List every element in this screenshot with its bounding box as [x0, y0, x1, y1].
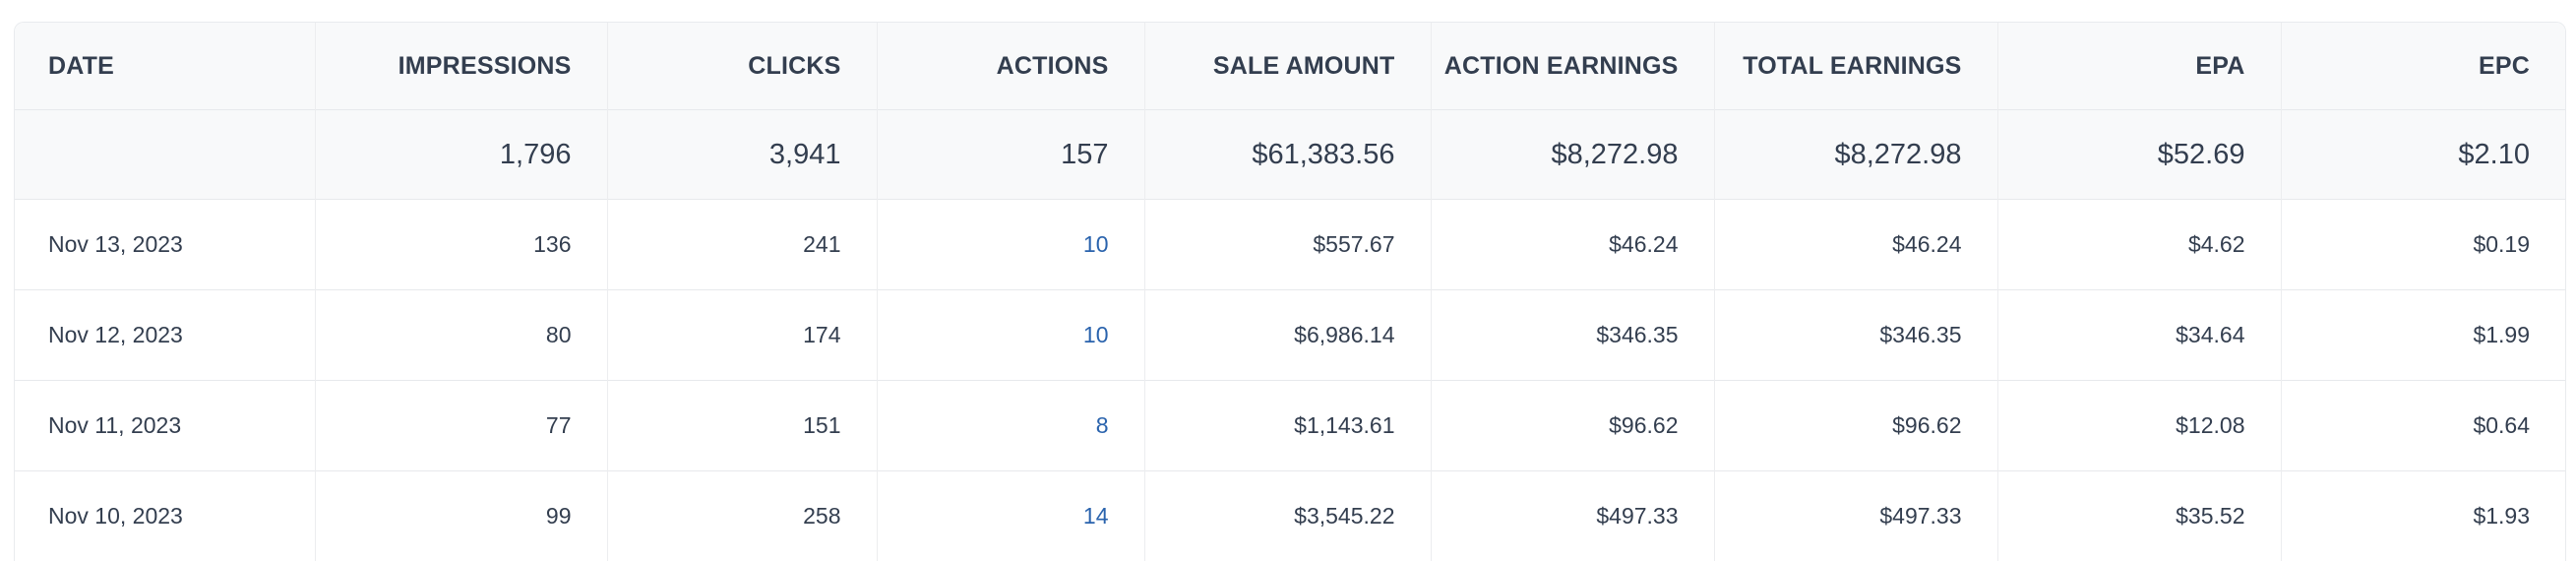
- clicks-cell: 258: [607, 471, 877, 561]
- epa-cell: $34.64: [1997, 290, 2281, 381]
- epc-cell: $1.93: [2281, 471, 2565, 561]
- totals-epc-cell: $2.10: [2281, 110, 2565, 200]
- date-cell: Nov 12, 2023: [15, 290, 315, 381]
- column-header-actions: ACTIONS: [877, 23, 1144, 110]
- totals-clicks-cell: 3,941: [607, 110, 877, 200]
- totals-epa-cell: $52.69: [1997, 110, 2281, 200]
- sale-amount-cell: $6,986.14: [1144, 290, 1431, 381]
- epc-cell: $1.99: [2281, 290, 2565, 381]
- totals-sale-amount-cell: $61,383.56: [1144, 110, 1431, 200]
- total-earnings-cell: $96.62: [1714, 381, 1997, 471]
- table-row: Nov 12, 2023 80 174 10 $6,986.14 $346.35…: [15, 290, 2565, 381]
- total-earnings-cell: $346.35: [1714, 290, 1997, 381]
- impressions-cell: 99: [315, 471, 607, 561]
- column-header-sale-amount: SALE AMOUNT: [1144, 23, 1431, 110]
- table-row: Nov 10, 2023 99 258 14 $3,545.22 $497.33…: [15, 471, 2565, 561]
- actions-cell: 8: [877, 381, 1144, 471]
- totals-total-earnings-cell: $8,272.98: [1714, 110, 1997, 200]
- action-earnings-cell: $346.35: [1431, 290, 1714, 381]
- epc-cell: $0.64: [2281, 381, 2565, 471]
- column-header-clicks: CLICKS: [607, 23, 877, 110]
- column-header-impressions: IMPRESSIONS: [315, 23, 607, 110]
- impressions-cell: 77: [315, 381, 607, 471]
- column-header-epc: EPC: [2281, 23, 2565, 110]
- totals-row: 1,796 3,941 157 $61,383.56 $8,272.98 $8,…: [15, 110, 2565, 200]
- epa-cell: $4.62: [1997, 200, 2281, 290]
- actions-cell: 14: [877, 471, 1144, 561]
- epc-cell: $0.19: [2281, 200, 2565, 290]
- date-cell: Nov 11, 2023: [15, 381, 315, 471]
- total-earnings-cell: $497.33: [1714, 471, 1997, 561]
- epa-cell: $12.08: [1997, 381, 2281, 471]
- impressions-cell: 80: [315, 290, 607, 381]
- action-earnings-cell: $46.24: [1431, 200, 1714, 290]
- totals-action-earnings-cell: $8,272.98: [1431, 110, 1714, 200]
- totals-impressions-cell: 1,796: [315, 110, 607, 200]
- date-cell: Nov 13, 2023: [15, 200, 315, 290]
- date-cell: Nov 10, 2023: [15, 471, 315, 561]
- stats-table: DATE IMPRESSIONS CLICKS ACTIONS SALE AMO…: [15, 23, 2565, 561]
- totals-actions-cell: 157: [877, 110, 1144, 200]
- sale-amount-cell: $1,143.61: [1144, 381, 1431, 471]
- column-header-total-earnings: TOTAL EARNINGS: [1714, 23, 1997, 110]
- impressions-cell: 136: [315, 200, 607, 290]
- sale-amount-cell: $3,545.22: [1144, 471, 1431, 561]
- table-row: Nov 11, 2023 77 151 8 $1,143.61 $96.62 $…: [15, 381, 2565, 471]
- table-row: Nov 13, 2023 136 241 10 $557.67 $46.24 $…: [15, 200, 2565, 290]
- column-header-date: DATE: [15, 23, 315, 110]
- actions-link[interactable]: 10: [1083, 231, 1109, 257]
- actions-cell: 10: [877, 200, 1144, 290]
- clicks-cell: 241: [607, 200, 877, 290]
- actions-link[interactable]: 10: [1083, 322, 1109, 347]
- total-earnings-cell: $46.24: [1714, 200, 1997, 290]
- actions-link[interactable]: 14: [1083, 503, 1109, 529]
- action-earnings-cell: $96.62: [1431, 381, 1714, 471]
- clicks-cell: 174: [607, 290, 877, 381]
- report-table-card: DATE IMPRESSIONS CLICKS ACTIONS SALE AMO…: [14, 22, 2566, 561]
- clicks-cell: 151: [607, 381, 877, 471]
- epa-cell: $35.52: [1997, 471, 2281, 561]
- actions-cell: 10: [877, 290, 1144, 381]
- column-header-epa: EPA: [1997, 23, 2281, 110]
- table-header-row: DATE IMPRESSIONS CLICKS ACTIONS SALE AMO…: [15, 23, 2565, 110]
- sale-amount-cell: $557.67: [1144, 200, 1431, 290]
- actions-link[interactable]: 8: [1096, 412, 1109, 438]
- column-header-action-earnings: ACTION EARNINGS: [1431, 23, 1714, 110]
- totals-date-cell: [15, 110, 315, 200]
- action-earnings-cell: $497.33: [1431, 471, 1714, 561]
